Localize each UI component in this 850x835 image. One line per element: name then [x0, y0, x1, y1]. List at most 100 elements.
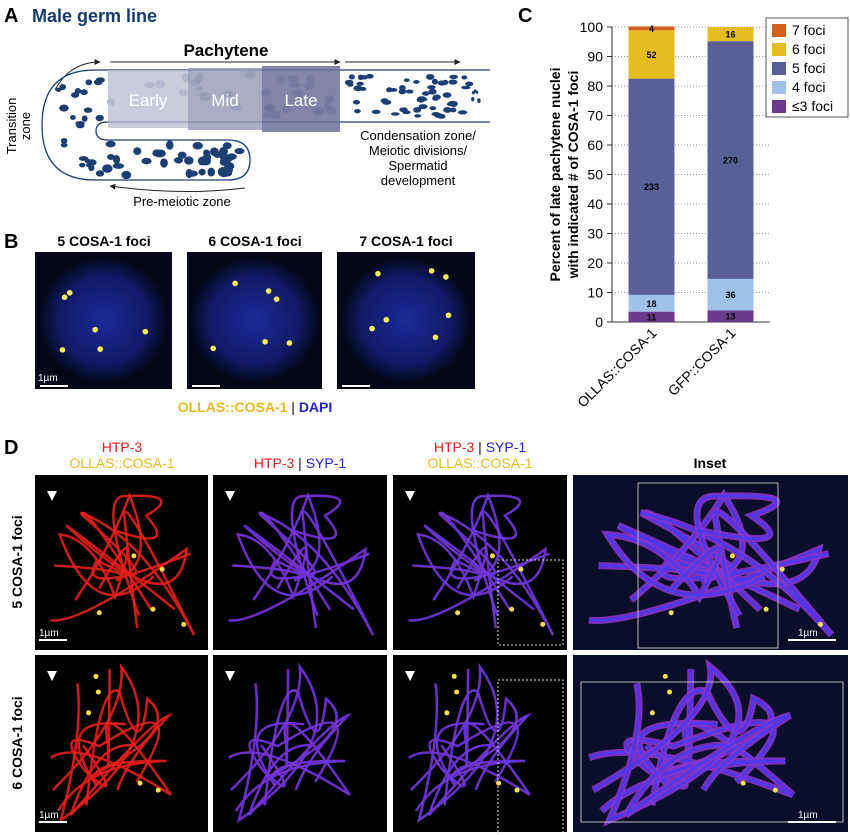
focus [142, 328, 149, 335]
stage-label: Late [284, 91, 317, 110]
focus [369, 325, 375, 332]
chromosome-core [408, 668, 531, 796]
column-header: OLLAS::COSA-1 [427, 455, 532, 471]
stage-box [262, 66, 340, 132]
scale-label: 1µm [39, 628, 59, 639]
nucleus [431, 78, 439, 85]
chromosome-core [695, 494, 779, 617]
zone-label-line: zone [18, 112, 33, 140]
stage-label: Mid [211, 91, 238, 110]
focus [443, 274, 449, 280]
nucleus [207, 167, 216, 177]
nucleus [414, 114, 422, 118]
nucleus [356, 81, 364, 86]
focus [763, 606, 769, 612]
nucleus [418, 104, 428, 110]
focus [92, 326, 98, 333]
nucleus [234, 147, 245, 155]
panel-letter: C [518, 5, 532, 27]
nucleus [442, 92, 452, 98]
nucleus [85, 79, 93, 86]
nucleus [184, 156, 194, 165]
header-part: | [478, 439, 482, 455]
chromosome-core [438, 510, 554, 636]
focus [137, 780, 143, 786]
chromosome [56, 722, 167, 812]
nucleus [449, 74, 459, 80]
caption-part: | [291, 399, 295, 415]
zone-label: Meiotic divisions/ [369, 143, 468, 158]
chromosomes [588, 658, 796, 827]
micrographs [35, 252, 475, 389]
chromosomes [588, 489, 835, 638]
chromosome [50, 668, 172, 796]
y-axis-label-line: Percent of late pachytene nuclei [547, 68, 563, 282]
y-tick-label: 60 [587, 137, 603, 153]
inset-box [497, 559, 564, 646]
nucleus [74, 87, 82, 94]
nucleus [83, 107, 93, 113]
zone-label: Transitionzone [4, 98, 33, 155]
nucleus [105, 140, 116, 148]
y-tick-label: 10 [587, 285, 603, 301]
nucleus [471, 90, 475, 95]
focus [66, 289, 73, 296]
nucleus [141, 157, 152, 165]
focus [455, 610, 461, 616]
chromosome-core [412, 494, 500, 601]
nucleus [461, 85, 471, 90]
focus [181, 621, 187, 627]
chromosome-core [228, 525, 367, 621]
nucleus [426, 73, 435, 80]
stage-box [188, 68, 262, 130]
chromosome-core [228, 668, 351, 796]
nucleus [471, 96, 475, 102]
focus [210, 345, 217, 352]
focus [779, 566, 785, 572]
nucleus [390, 112, 400, 116]
y-tick-label: 100 [580, 19, 604, 35]
column-header: Inset [694, 455, 727, 471]
nucleus [413, 107, 422, 113]
chromosome-core [230, 665, 318, 822]
inset-frame [637, 482, 779, 649]
column-header: HTP-3 [102, 439, 143, 455]
nucleus [413, 80, 420, 84]
nucleus [60, 142, 68, 148]
nucleus [354, 109, 361, 114]
y-tick-label: 90 [587, 49, 603, 65]
chromosome-core [410, 665, 498, 822]
focus [540, 621, 546, 627]
y-tick-label: 30 [587, 226, 603, 242]
x-tick-label: OLLAS::COSA-1 [574, 325, 660, 411]
nucleus [428, 88, 437, 95]
legend-label: 7 foci [792, 22, 825, 38]
focus [375, 270, 381, 277]
bar-segment [628, 26, 675, 31]
focus [518, 566, 524, 572]
image-title: 7 COSA-1 foci [359, 233, 452, 249]
focus [496, 780, 502, 786]
focus [662, 673, 668, 679]
nucleus [198, 168, 206, 176]
column-header: HTP-3 | SYP-1 [434, 439, 527, 455]
focus [649, 710, 655, 716]
nucleus [185, 168, 193, 179]
header-part: | [298, 455, 302, 471]
nucleus [88, 164, 95, 172]
scale-label: 1µm [38, 373, 58, 384]
chromosome-core [232, 494, 320, 601]
chromosomes [408, 492, 555, 636]
arrowhead [405, 671, 415, 681]
y-tick-label: 0 [595, 314, 603, 330]
legend-swatch [772, 24, 786, 37]
nucleus [60, 137, 68, 144]
data-label: 52 [646, 50, 656, 60]
focus [454, 689, 460, 695]
nucleus [434, 112, 442, 118]
focus [273, 296, 280, 302]
bar-segment [707, 41, 754, 279]
focus [159, 566, 165, 572]
nucleus [420, 97, 428, 102]
nucleus [81, 115, 88, 122]
